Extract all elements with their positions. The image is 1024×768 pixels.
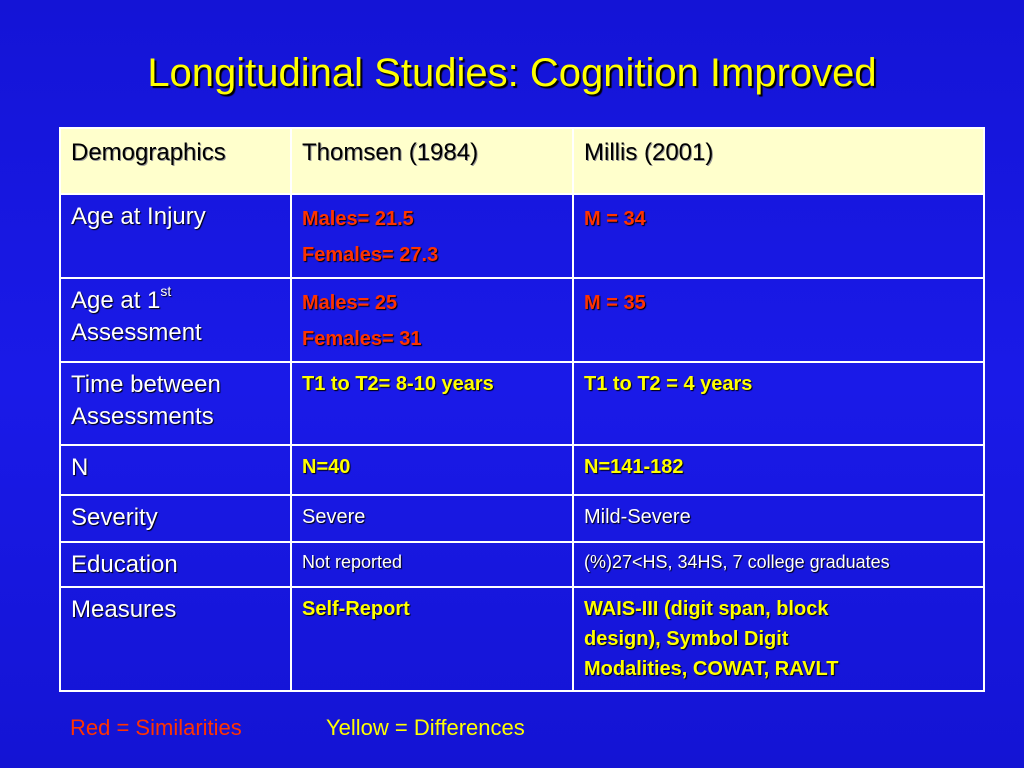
row-label-education: Education — [59, 541, 292, 588]
thomsen-education: Not reported — [302, 552, 403, 572]
cell-millis-n: N=141-182 — [572, 444, 985, 496]
cell-millis-age-at-assessment: M = 35 — [572, 277, 985, 363]
millis-time-between: T1 to T2 = 4 years — [584, 373, 753, 395]
legend-differences: Yellow = Differences — [326, 715, 525, 740]
thomsen-age-assessment-males: Males= 25 — [302, 292, 398, 314]
cell-thomsen-n: N=40 — [290, 444, 574, 496]
thomsen-measures: Self-Report — [302, 598, 410, 620]
comparison-table: Demographics Thomsen (1984) Millis (2001… — [59, 127, 985, 692]
header-thomsen: Thomsen (1984) — [290, 127, 574, 195]
millis-age-injury: M = 34 — [584, 208, 646, 230]
row-label-age-assessment-sup: st — [160, 283, 172, 299]
thomsen-time-between: T1 to T2= 8-10 years — [302, 373, 494, 395]
row-label-n: N — [59, 444, 292, 496]
thomsen-age-injury-males: Males= 21.5 — [302, 208, 414, 230]
row-label-age-at-assessment: Age at 1st Assessment — [59, 277, 292, 363]
table-row-severity: Severity Severe Mild-Severe — [59, 494, 985, 543]
cell-millis-measures: WAIS-III (digit span, block design), Sym… — [572, 586, 985, 692]
slide-title: Longitudinal Studies: Cognition Improved — [147, 51, 877, 95]
cell-thomsen-education: Not reported — [290, 541, 574, 588]
row-label-measures: Measures — [59, 586, 292, 692]
row-label-severity: Severity — [59, 494, 292, 543]
row-label-time-between: Time between Assessments — [59, 361, 292, 446]
table-row-time-between: Time between Assessments T1 to T2= 8-10 … — [59, 361, 985, 446]
thomsen-n: N=40 — [302, 456, 351, 478]
header-demographics: Demographics — [59, 127, 292, 195]
table-header-row: Demographics Thomsen (1984) Millis (2001… — [59, 127, 985, 195]
header-millis: Millis (2001) — [572, 127, 985, 195]
cell-thomsen-age-at-injury: Males= 21.5 Females= 27.3 — [290, 193, 574, 279]
thomsen-severity: Severe — [302, 506, 366, 528]
cell-millis-severity: Mild-Severe — [572, 494, 985, 543]
millis-age-assessment: M = 35 — [584, 292, 646, 314]
millis-n: N=141-182 — [584, 456, 684, 478]
cell-millis-age-at-injury: M = 34 — [572, 193, 985, 279]
table-row-age-at-injury: Age at Injury Males= 21.5 Females= 27.3 … — [59, 193, 985, 279]
cell-thomsen-time-between: T1 to T2= 8-10 years — [290, 361, 574, 446]
millis-severity: Mild-Severe — [584, 506, 691, 528]
row-label-age-at-injury: Age at Injury — [59, 193, 292, 279]
legend-similarities: Red = Similarities — [70, 715, 242, 740]
cell-thomsen-measures: Self-Report — [290, 586, 574, 692]
row-label-time-line1: Time between — [71, 371, 221, 398]
table-row-n: N N=40 N=141-182 — [59, 444, 985, 496]
cell-millis-education: (%)27<HS, 34HS, 7 college graduates — [572, 541, 985, 588]
row-label-time-line2: Assessments — [71, 403, 214, 430]
table-row-measures: Measures Self-Report WAIS-III (digit spa… — [59, 586, 985, 692]
table-row-education: Education Not reported (%)27<HS, 34HS, 7… — [59, 541, 985, 588]
row-label-age-assessment-main: Age at 1 — [71, 287, 161, 314]
millis-measures-line2: design), Symbol Digit — [584, 628, 789, 650]
cell-millis-time-between: T1 to T2 = 4 years — [572, 361, 985, 446]
thomsen-age-injury-females: Females= 27.3 — [302, 244, 439, 266]
thomsen-age-assessment-females: Females= 31 — [302, 328, 422, 350]
cell-thomsen-severity: Severe — [290, 494, 574, 543]
table-row-age-at-assessment: Age at 1st Assessment Males= 25 Females=… — [59, 277, 985, 363]
cell-thomsen-age-at-assessment: Males= 25 Females= 31 — [290, 277, 574, 363]
millis-measures-line3: Modalities, COWAT, RAVLT — [584, 658, 839, 680]
millis-measures-line1: WAIS-III (digit span, block — [584, 598, 829, 620]
row-label-age-assessment-line2: Assessment — [71, 319, 202, 346]
millis-education: (%)27<HS, 34HS, 7 college graduates — [584, 552, 890, 572]
